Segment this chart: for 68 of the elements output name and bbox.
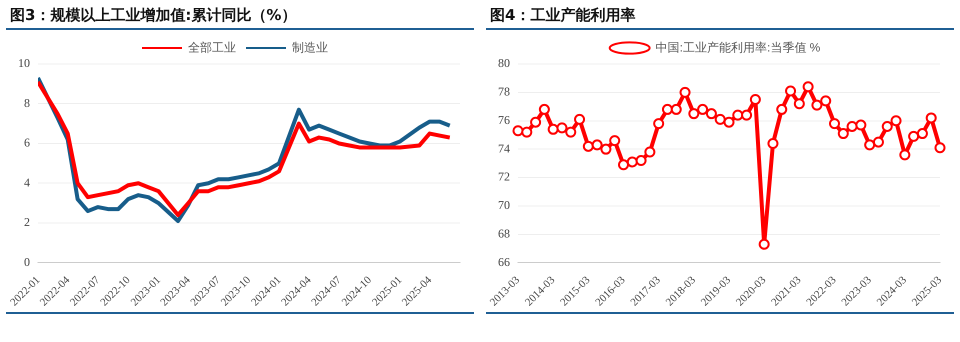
point bbox=[934, 142, 946, 154]
chart-title: 图3：规模以上工业增加值:累计同比（%） bbox=[6, 0, 474, 30]
point bbox=[899, 149, 910, 160]
y-tick-label: 76 bbox=[498, 112, 510, 127]
point bbox=[732, 110, 744, 121]
point bbox=[538, 104, 550, 115]
point bbox=[662, 104, 673, 115]
point bbox=[636, 155, 647, 166]
point bbox=[609, 135, 620, 146]
y-tick-label: 10 bbox=[18, 56, 30, 70]
legend-label: 全部工业 bbox=[188, 40, 236, 54]
point bbox=[688, 108, 700, 120]
point bbox=[592, 139, 603, 150]
point bbox=[724, 116, 734, 128]
point bbox=[653, 118, 664, 130]
point bbox=[706, 108, 717, 120]
y-tick-label: 74 bbox=[498, 141, 510, 156]
chart-title: 图4：工业产能利用率 bbox=[486, 0, 954, 30]
point bbox=[882, 120, 893, 132]
point bbox=[802, 81, 814, 92]
point bbox=[670, 104, 682, 115]
point bbox=[697, 104, 708, 115]
y-tick-label: 2 bbox=[24, 215, 30, 230]
point bbox=[750, 94, 761, 105]
y-tick-label: 6 bbox=[24, 136, 30, 150]
point bbox=[680, 86, 691, 98]
point bbox=[908, 130, 920, 142]
point bbox=[820, 95, 832, 106]
point bbox=[890, 115, 902, 126]
point bbox=[574, 114, 586, 125]
point bbox=[838, 128, 849, 140]
point bbox=[864, 139, 876, 150]
y-tick-label: 0 bbox=[24, 254, 30, 269]
point bbox=[846, 120, 858, 132]
point bbox=[548, 124, 559, 135]
point bbox=[582, 140, 594, 152]
y-tick-label: 4 bbox=[24, 175, 30, 190]
point bbox=[794, 98, 805, 110]
point bbox=[626, 156, 638, 168]
point bbox=[829, 118, 840, 130]
point bbox=[926, 112, 937, 124]
point bbox=[600, 144, 612, 155]
point bbox=[758, 238, 770, 250]
point bbox=[618, 159, 629, 170]
point bbox=[872, 136, 884, 148]
point bbox=[644, 146, 656, 158]
point bbox=[855, 120, 866, 131]
y-tick-label: 70 bbox=[498, 198, 510, 212]
y-tick-label: 72 bbox=[498, 170, 510, 184]
y-tick-label: 80 bbox=[498, 56, 510, 70]
legend-label: 制造业 bbox=[292, 40, 328, 54]
point bbox=[785, 85, 796, 96]
point bbox=[530, 116, 542, 128]
y-tick-label: 78 bbox=[498, 84, 510, 99]
point bbox=[521, 126, 532, 138]
y-tick-label: 68 bbox=[498, 226, 510, 241]
point bbox=[565, 126, 576, 138]
point bbox=[741, 110, 752, 121]
point bbox=[512, 125, 524, 136]
point bbox=[767, 138, 778, 149]
point bbox=[714, 114, 726, 125]
point bbox=[556, 122, 568, 134]
point bbox=[916, 128, 928, 140]
legend-label: 中国:工业产能利用率:当季值 % bbox=[656, 40, 821, 54]
point bbox=[811, 100, 822, 111]
point bbox=[776, 104, 788, 115]
y-tick-label: 8 bbox=[24, 96, 30, 110]
y-tick-label: 66 bbox=[498, 254, 510, 269]
